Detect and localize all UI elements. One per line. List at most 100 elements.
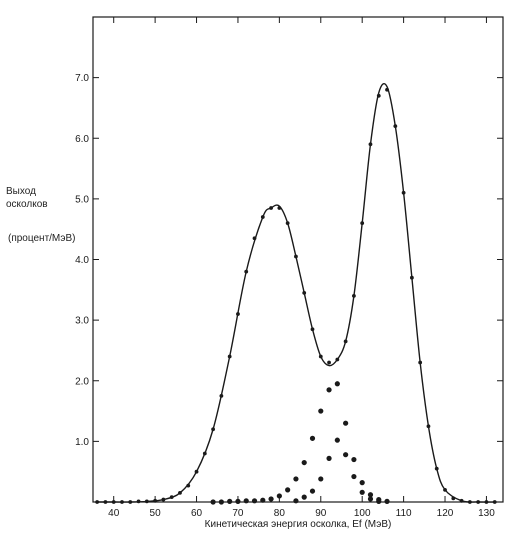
data-points [95,87,497,505]
fit-curve [97,82,495,503]
total-points-point [343,339,348,344]
total-points-point [327,360,331,365]
total-points-point [103,500,108,504]
total-points-point [451,496,456,501]
total-points-point [269,206,273,210]
light-peak-points-point [260,497,266,503]
x-tick-label: 80 [274,508,286,519]
light-peak-points-point [285,487,291,493]
light-peak-points-point [343,420,349,426]
x-tick-label: 60 [191,508,203,519]
total-points-point [368,142,373,147]
heavy-peak-points-point [326,455,332,461]
total-points-point [153,498,158,503]
x-tick-label: 110 [396,508,412,519]
total-points-point [484,500,489,504]
fitted-yield-curve [97,82,495,503]
heavy-peak-points-point [359,489,365,495]
total-points-point [194,469,199,474]
light-peak-points-point [367,492,374,498]
light-peak-points-point [318,408,324,414]
x-tick-label: 100 [354,508,371,519]
heavy-peak-points-point [351,473,357,480]
light-peak-points-point [326,387,332,393]
y-tick-label: 6.0 [75,134,89,145]
total-points-point [360,221,365,226]
total-points-point [219,394,224,398]
light-peak-points-point [218,499,224,505]
total-points-point [161,497,166,502]
total-points-point [211,427,216,432]
x-tick-label: 90 [315,508,327,519]
total-points-point [260,215,265,219]
total-points-point [136,499,141,504]
y-tick-label: 5.0 [75,194,89,205]
total-points-point [120,500,124,504]
light-peak-points-point [235,498,241,504]
y-tick-label: 7.0 [75,73,89,84]
light-peak-points-point [309,435,316,441]
y-axis-label-line-1: Выход [6,186,36,197]
heavy-peak-points-point [376,498,382,504]
total-points-point [459,498,464,503]
x-tick-label: 120 [437,508,454,519]
total-points-point [393,124,398,129]
total-points-point [285,221,290,226]
light-peak-points-point [384,498,390,504]
total-points-point [95,500,100,504]
total-points-point [476,500,481,504]
y-axis-label-line-2: осколков [6,199,48,210]
total-points-point [186,483,191,488]
total-points-point [318,354,323,359]
x-tick-label: 70 [232,508,244,519]
x-tick-label: 50 [150,508,162,519]
total-points-point [492,500,497,504]
total-points-point [227,354,232,359]
total-points-point [418,360,423,365]
heavy-peak-points-point [334,437,340,443]
heavy-peak-points-point [301,494,307,500]
total-points-point [111,500,116,504]
light-peak-points-point [251,498,258,504]
light-peak-points-point [351,456,357,463]
y-tick-label: 3.0 [75,316,89,327]
total-points-point [443,487,447,492]
total-points-point [385,87,389,92]
total-points-point [178,491,182,495]
total-points-point [467,500,472,504]
total-points-point [252,236,257,241]
total-points-point [426,424,431,429]
total-points-point [434,466,439,471]
total-points-point [376,93,381,98]
y-tick-label: 2.0 [75,376,89,387]
axis-ticks: 40 50 60 70 80 90 100 110 120 130 1.0 2.0 3.0 4.0 5.0 6… [75,17,503,519]
y-tick-label: 1.0 [75,437,89,448]
total-points-point [294,254,298,259]
total-points-point [352,293,356,298]
x-tick-label: 40 [108,508,120,519]
total-points-point [144,499,149,504]
total-points-point [169,495,174,500]
heavy-peak-points-point [318,476,324,482]
total-points-point [202,451,207,456]
light-peak-points-point [276,493,282,499]
y-axis-label-line-3: (процент/МэВ) [8,233,76,244]
chart-frame [92,16,504,503]
light-peak-points-point [243,498,249,504]
total-points-point [401,190,406,195]
total-points-point [335,357,340,362]
heavy-peak-points-point [367,496,374,502]
total-points-point [128,500,133,504]
heavy-peak-points-point [293,498,299,504]
x-tick-label: 130 [478,508,495,519]
x-axis-label: Кинетическая энергия осколка, Ef (МэВ) [205,519,392,530]
total-points-point [244,269,249,274]
light-peak-points-point [210,499,216,505]
light-peak-points-point [359,480,365,486]
light-peak-points-point [301,459,307,466]
light-peak-points-point [227,498,233,504]
total-points-point [302,290,307,295]
light-peak-points-point [293,476,299,482]
total-points-point [277,206,282,210]
